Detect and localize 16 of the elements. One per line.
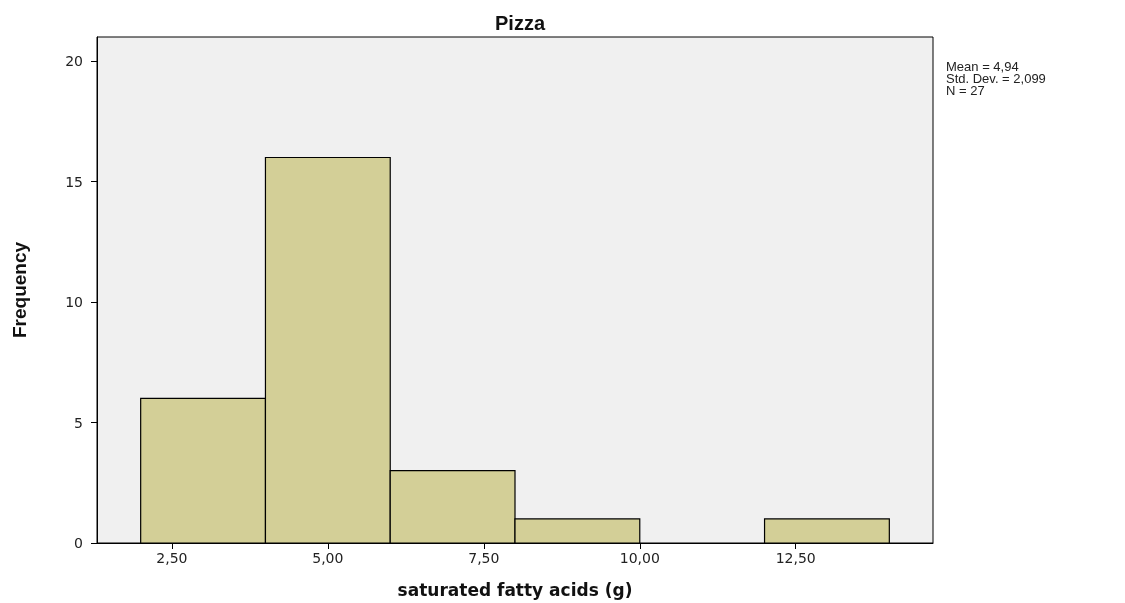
y-axis-title: Frequency xyxy=(9,241,30,339)
x-tick-label: 2,50 xyxy=(156,550,188,566)
chart-title: Pizza xyxy=(494,12,546,34)
x-axis-title: saturated fatty acids (g) xyxy=(397,579,633,600)
x-tick-label: 7,50 xyxy=(468,550,500,566)
text: Mean = 4,94 xyxy=(946,59,1019,74)
text: Std. Dev. = 2,099 xyxy=(946,71,1046,86)
x-tick-label: 10,00 xyxy=(619,550,660,566)
y-tick-label: 5 xyxy=(74,414,83,431)
y-tick-label: 0 xyxy=(74,535,83,551)
y-tick-label: 20 xyxy=(65,53,83,70)
y-tick-label: 10 xyxy=(65,294,83,311)
text: N = 27 xyxy=(946,83,985,98)
x-tick-label: 5,00 xyxy=(312,550,344,566)
y-tick-label: 15 xyxy=(65,173,83,190)
x-tick-label: 12,50 xyxy=(775,550,816,566)
